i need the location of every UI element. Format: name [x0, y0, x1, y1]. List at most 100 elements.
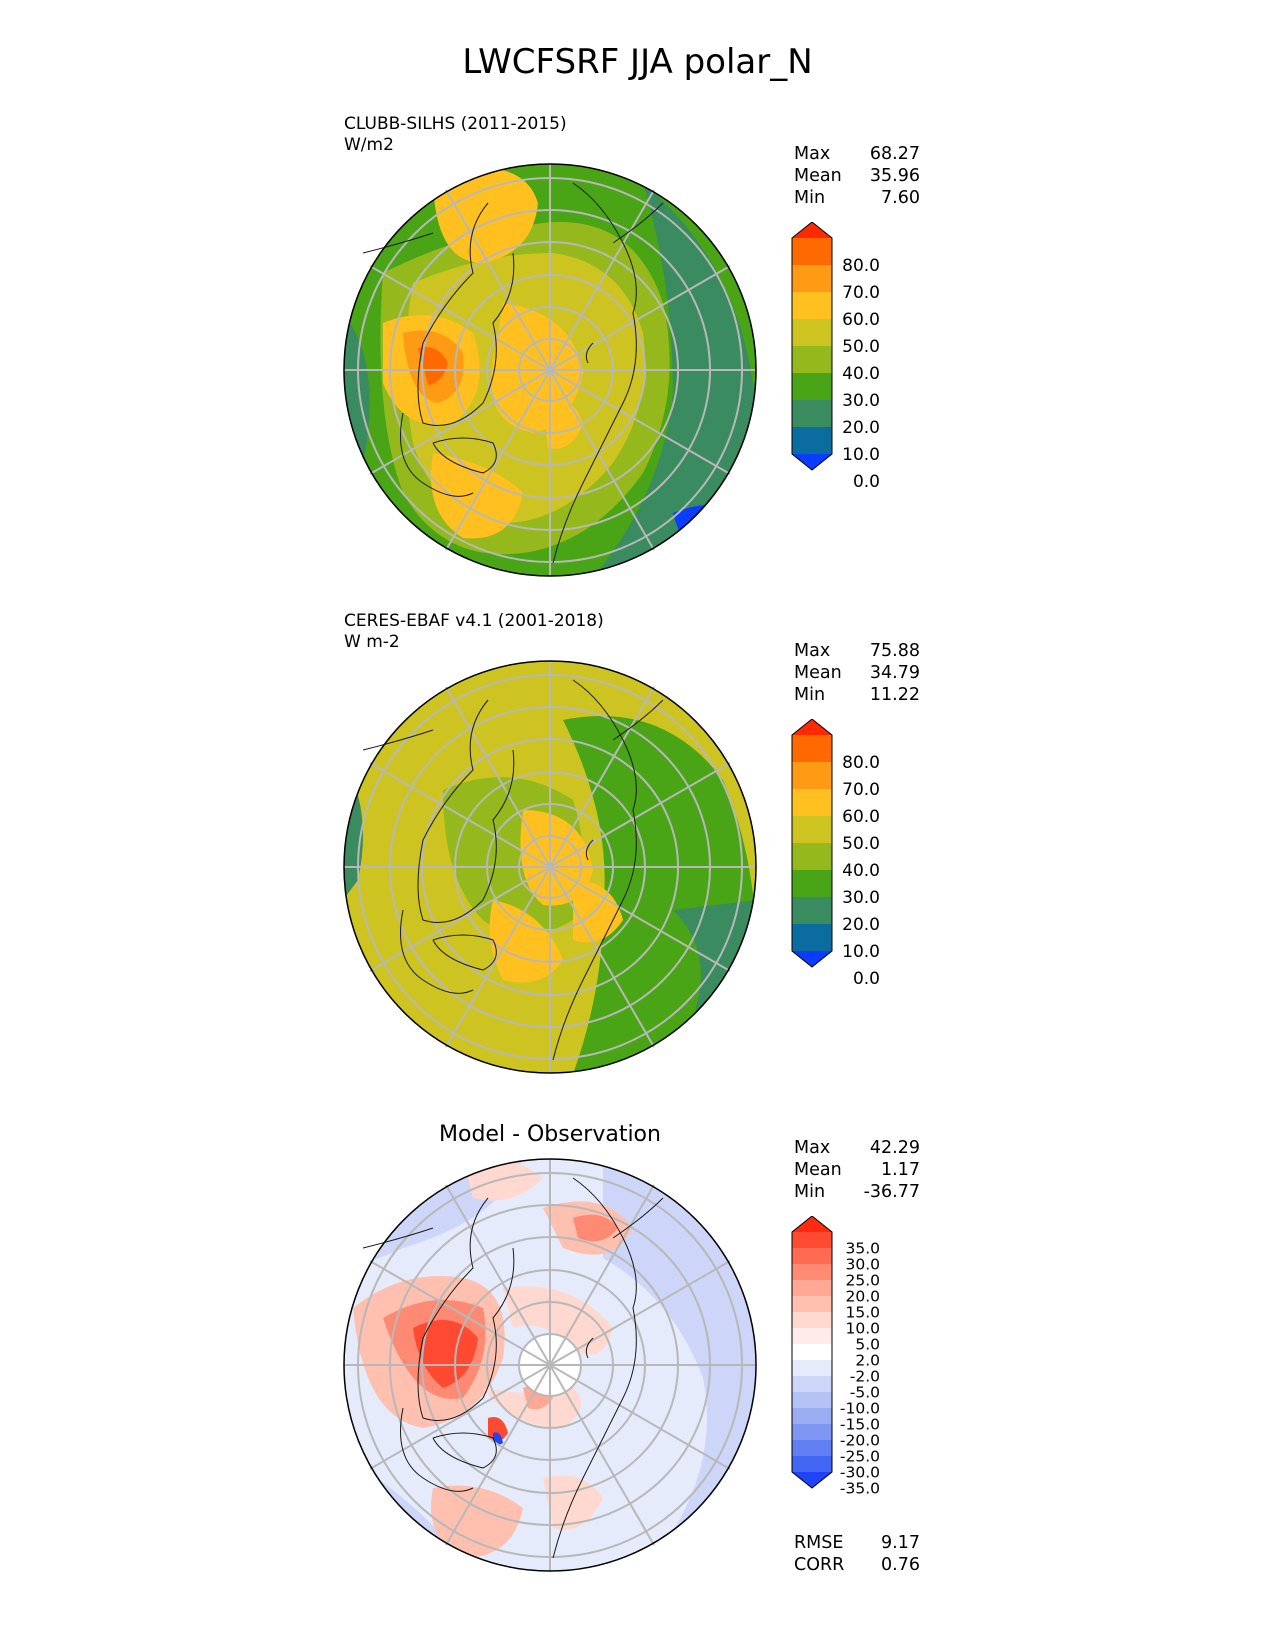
- panel-1-graticule: [344, 164, 756, 576]
- colorbar-tick-label: 40.0: [842, 861, 880, 881]
- colorbar-tick-label: -30.0: [840, 1464, 880, 1482]
- colorbar-tick-label: 20.0: [842, 418, 880, 438]
- colorbar-tick-label: 5.0: [855, 1336, 880, 1354]
- colorbar-tick-label: 80.0: [842, 256, 880, 276]
- colorbar-swatch: [792, 427, 832, 455]
- colorbar-tick-label: 60.0: [842, 310, 880, 330]
- colorbar-swatch: [792, 1360, 832, 1377]
- colorbar-swatch: [792, 1344, 832, 1361]
- colorbar-tick-label: 10.0: [842, 942, 880, 962]
- panel-3-boundary: [343, 1158, 757, 1572]
- colorbar-outline: [791, 222, 833, 471]
- panel-3-metrics: RMSE 9.17 CORR 0.76: [794, 1532, 920, 1576]
- colorbar-tick-label: 70.0: [842, 780, 880, 800]
- colorbar-swatch: [792, 843, 832, 871]
- colorbar-tick-label: 25.0: [845, 1272, 880, 1290]
- panel-3-stats: Max 42.29 Mean 1.17 Min -36.77: [794, 1137, 920, 1203]
- panel-2-coastlines: [362, 679, 664, 1061]
- panel-1-stat-min: Min 7.60: [794, 188, 920, 208]
- colorbar-extend-max: [792, 222, 832, 238]
- colorbar-tick-label: -5.0: [850, 1384, 880, 1402]
- colorbar-tick-label: 35.0: [845, 1240, 880, 1258]
- colorbar-tick-label: -10.0: [840, 1400, 880, 1418]
- panel-1-boundary: [343, 163, 757, 577]
- colorbar-swatch: [792, 238, 832, 266]
- panel-1-stat-mean: Mean 35.96: [794, 166, 920, 186]
- panel-1-colorbar: 80.0 70.0 60.0 50.0 40.0 30.0 20.0 10.0 0.0: [791, 222, 880, 492]
- colorbar-tick-label: -20.0: [840, 1432, 880, 1450]
- colorbar-extend-min: [792, 1472, 832, 1488]
- colorbar-tick-label: 50.0: [842, 337, 880, 357]
- colorbar-tick-label: -2.0: [850, 1368, 880, 1386]
- colorbar-tick-label: 10.0: [845, 1320, 880, 1338]
- panel-1-stat-max: Max 68.27: [794, 144, 920, 164]
- panel-1-title: CLUBB-SILHS (2011-2015) W/m2: [344, 114, 567, 156]
- colorbar-tick-label: 2.0: [855, 1352, 880, 1370]
- colorbar-swatch: [792, 400, 832, 428]
- colorbar-tick-label: 20.0: [845, 1288, 880, 1306]
- colorbar-swatch: [792, 319, 832, 347]
- panel-1-title-line-1: CLUBB-SILHS (2011-2015): [344, 114, 567, 134]
- colorbar-swatch: [792, 789, 832, 817]
- colorbar-extend-min: [792, 951, 832, 967]
- colorbar-tick-label: -35.0: [840, 1480, 880, 1498]
- colorbar-tick-label: -15.0: [840, 1416, 880, 1434]
- colorbar-tick-label: 40.0: [842, 364, 880, 384]
- figure-title: LWCFSRF JJA polar_N: [462, 42, 813, 82]
- panel-3-graticule: [344, 1159, 756, 1571]
- panel-2-graticule: [344, 661, 756, 1073]
- panel-3-stat-max: Max 42.29: [794, 1138, 920, 1158]
- colorbar-tick-label: 50.0: [842, 834, 880, 854]
- panel-2-stats: Max 75.88 Mean 34.79 Min 11.22: [794, 640, 920, 706]
- panel-1-stats: Max 68.27 Mean 35.96 Min 7.60: [794, 143, 920, 209]
- panel-3-metric-corr: CORR 0.76: [794, 1555, 920, 1575]
- panel-2-units: W m-2: [344, 632, 400, 652]
- colorbar-swatch: [792, 1376, 832, 1393]
- colorbar-tick-label: 30.0: [842, 888, 880, 908]
- panel-3-coastlines: [362, 1177, 664, 1559]
- colorbar-swatch: [792, 1408, 832, 1425]
- colorbar-swatch: [792, 346, 832, 374]
- colorbar-extend-max: [792, 1216, 832, 1232]
- colorbar-swatch: [792, 1424, 832, 1441]
- panel-2-stat-mean: Mean 34.79: [794, 663, 920, 683]
- colorbar-tick-label: 0.0: [853, 969, 880, 989]
- panel-1-coastlines: [362, 182, 664, 564]
- colorbar-tick-label: 30.0: [845, 1256, 880, 1274]
- colorbar-swatch: [792, 735, 832, 763]
- colorbar-extend-max: [792, 719, 832, 735]
- colorbar-tick-label: 30.0: [842, 391, 880, 411]
- colorbar-swatch: [792, 1264, 832, 1281]
- colorbar-swatch: [792, 1296, 832, 1313]
- panel-2-colorbar: 80.0 70.0 60.0 50.0 40.0 30.0 20.0 10.0 0.0: [791, 719, 880, 989]
- panel-2-title-line-1: CERES-EBAF v4.1 (2001-2018): [344, 611, 604, 631]
- colorbar-tick-label: 80.0: [842, 753, 880, 773]
- panel-3-stat-mean: Mean 1.17: [794, 1160, 920, 1180]
- colorbar-swatch: [792, 1312, 832, 1329]
- panel-2-stat-min: Min 11.22: [794, 685, 920, 705]
- panel-3-colorbar: 35.030.025.020.015.010.05.02.0-2.0-5.0-1…: [791, 1216, 880, 1498]
- panel-2-title: CERES-EBAF v4.1 (2001-2018) W m-2: [344, 611, 604, 653]
- colorbar-swatch: [792, 762, 832, 790]
- colorbar-swatch: [792, 1328, 832, 1345]
- panel-1-units: W/m2: [344, 135, 394, 155]
- panel-2-boundary: [343, 660, 757, 1074]
- colorbar-swatch: [792, 870, 832, 898]
- colorbar-swatch: [792, 897, 832, 925]
- colorbar-tick-label: 10.0: [842, 445, 880, 465]
- colorbar-extend-min: [792, 454, 832, 470]
- colorbar-outline: [791, 719, 833, 968]
- colorbar-swatch: [792, 1248, 832, 1265]
- colorbar-swatch: [792, 292, 832, 320]
- colorbar-tick-label: 0.0: [853, 472, 880, 492]
- colorbar-tick-label: 60.0: [842, 807, 880, 827]
- panel-3-stat-min: Min -36.77: [794, 1182, 920, 1202]
- colorbar-tick-label: -25.0: [840, 1448, 880, 1466]
- colorbar-swatch: [792, 1456, 832, 1473]
- panel-3-metric-rmse: RMSE 9.17: [794, 1533, 920, 1553]
- colorbar-outline: [791, 1216, 833, 1489]
- colorbar-tick-label: 15.0: [845, 1304, 880, 1322]
- panel-3-map: [343, 1158, 757, 1572]
- colorbar-swatch: [792, 924, 832, 952]
- panel-2-stat-max: Max 75.88: [794, 641, 920, 661]
